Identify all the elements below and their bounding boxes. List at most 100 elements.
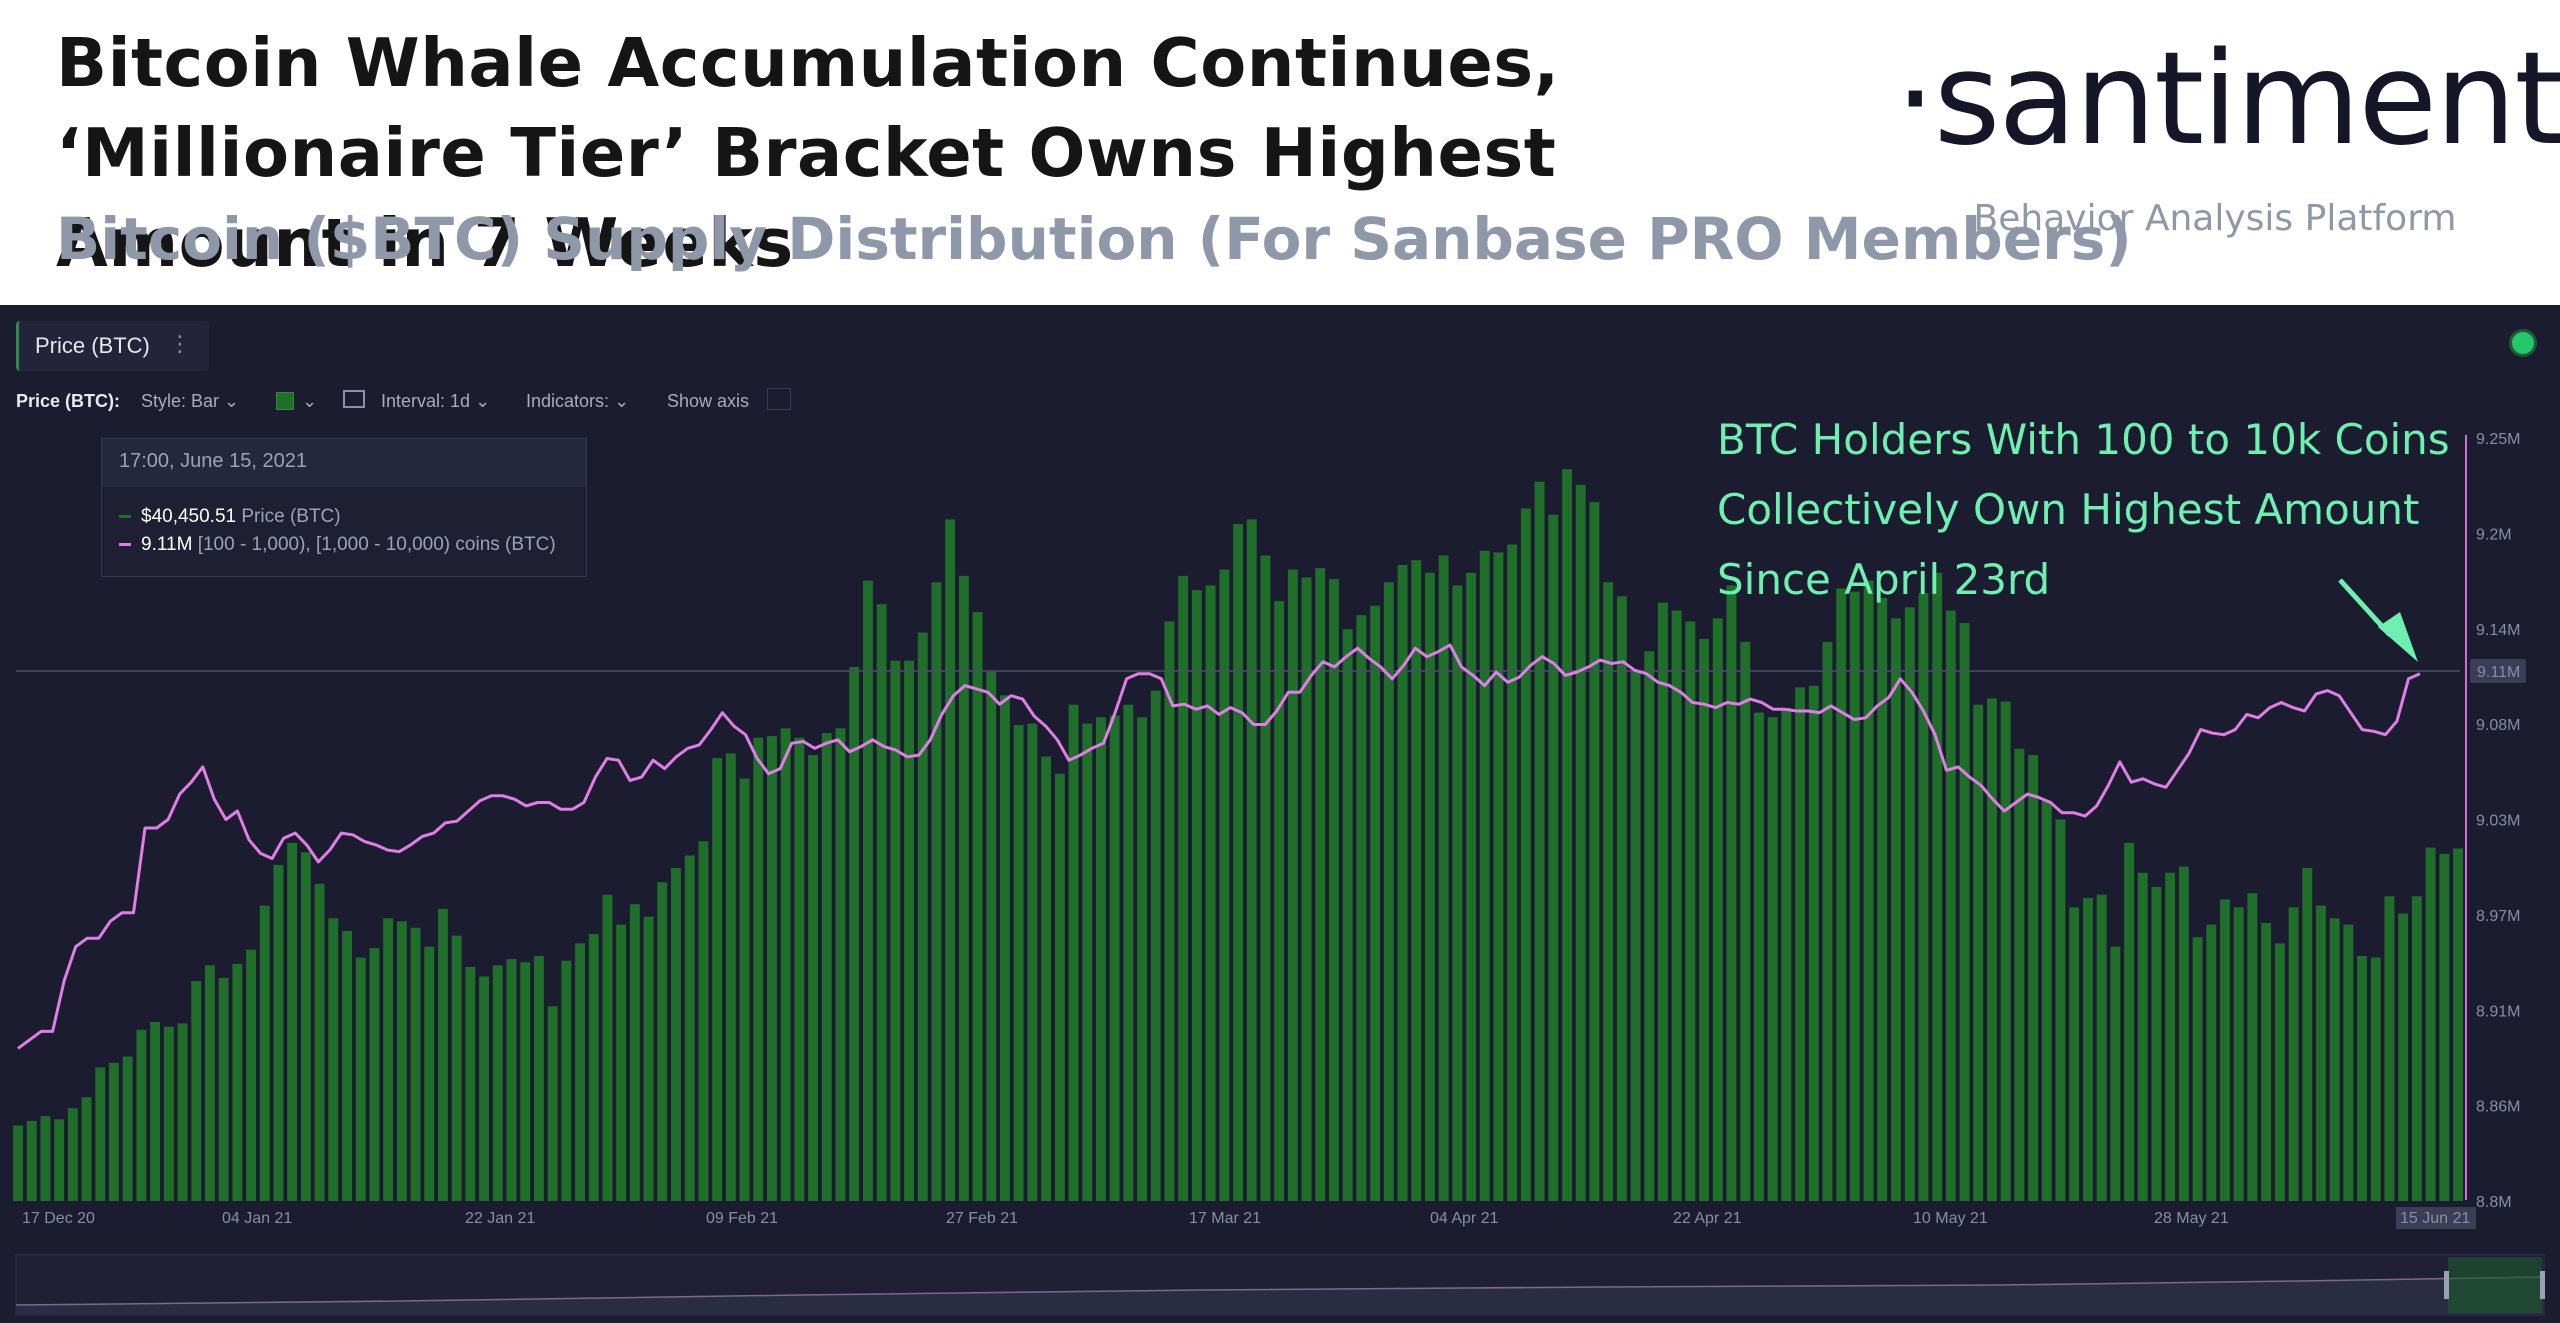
navigator-left-handle[interactable] [2444,1271,2449,1299]
price-bar [1685,621,1696,1201]
price-bar [1548,514,1559,1201]
price-bar [890,660,901,1201]
price-bar [1329,579,1339,1201]
x-tick-highlight [2396,1207,2476,1229]
page-title: Bitcoin Whale Accumulation Continues, ‘M… [56,24,1560,282]
y-axis-ticks: 9.25M 9.2M 9.14M 9.08M 9.03M 8.97M 8.91M 8.86M 8… [2476,431,2520,1211]
price-bar [1027,723,1038,1201]
price-bar [1260,555,1271,1201]
x-tick-label: 22 Apr 21 [1673,1210,1742,1227]
y-tick-label: 9.03M [2476,813,2520,830]
interval-dropdown[interactable]: Interval: 1d ⌄ [381,391,490,412]
price-bar [1754,712,1764,1201]
price-bar [1425,572,1435,1201]
price-bar [1767,717,1778,1201]
price-bar [383,918,394,1201]
price-bar [1287,569,1298,1201]
price-bar [1658,602,1668,1201]
price-bar [1671,610,1682,1201]
price-bar [465,967,476,1201]
price-bar [2343,924,2354,1201]
x-tick-label: 27 Feb 21 [946,1210,1018,1227]
y-tick-label: 9.25M [2476,431,2520,448]
price-bar [2274,943,2285,1201]
price-bar [1795,687,1805,1201]
tooltip-date: 17:00, June 15, 2021 [119,450,307,472]
price-bar [2384,896,2395,1201]
price-bar [1109,715,1120,1201]
price-bar [643,916,654,1201]
tooltip-price-value: $40,450.51 [141,506,237,527]
price-bars [13,469,2463,1202]
price-bar [945,519,956,1201]
price-bar [1123,704,1134,1201]
y-tick-label: 8.97M [2476,908,2520,925]
price-bar [1589,502,1600,1202]
price-bar [1411,560,1422,1201]
chevron-down-icon: ⌄ [614,391,630,411]
x-tick-label: 04 Jan 21 [222,1210,292,1227]
indicators-dropdown[interactable]: Indicators: ⌄ [526,391,629,412]
tooltip-header: 17:00, June 15, 2021 [102,439,586,487]
navigator-right-handle[interactable] [2540,1271,2545,1299]
price-bar [1164,621,1175,1201]
price-bar [588,934,599,1201]
price-bar [972,612,983,1201]
indicators-dropdown-label: Indicators: [526,391,610,411]
price-bar [1562,469,1572,1202]
price-bar [1863,580,1874,1201]
price-bar [767,736,777,1201]
price-bar [671,868,681,1201]
price-bar [451,935,462,1201]
price-bar [2000,701,2011,1201]
price-bar [1013,725,1024,1201]
price-bar [684,855,695,1201]
show-axis-toggle[interactable] [767,388,791,410]
navigator-selection[interactable] [2448,1257,2542,1313]
tab-price-btc[interactable]: Price (BTC) ⋮ [16,321,209,371]
price-bar [2137,872,2148,1201]
price-bar [54,1119,65,1201]
tooltip-price-row: $40,450.51 Price (BTC) [119,506,341,528]
price-bar [1370,605,1380,1201]
style-dropdown[interactable]: Style: Bar ⌄ [141,391,239,412]
price-bar [396,921,407,1201]
price-bar [150,1022,160,1201]
price-bar [2096,894,2107,1201]
price-bar [1274,601,1285,1201]
vertical-dots-icon[interactable]: ⋮ [169,331,191,356]
price-bar [2302,868,2313,1201]
price-bar [1205,585,1216,1201]
price-bar [2028,755,2038,1201]
price-bar [2329,918,2340,1201]
price-bar [314,883,325,1201]
current-value-badge [2470,659,2526,683]
interval-icon [343,390,365,408]
price-bar [1342,629,1353,1201]
price-legend-marker [119,515,131,519]
supply-legend-marker [119,543,131,547]
price-bar [1383,582,1394,1201]
chevron-down-icon[interactable]: ⌄ [302,391,318,411]
annotation-arrow-head [2378,612,2418,662]
supply-line [17,643,2421,1050]
price-bar [2357,956,2367,1201]
tooltip-supply-label: [100 - 1,000), [1,000 - 10,000) coins (B… [197,534,556,555]
price-bar [725,753,736,1201]
interval-dropdown-label: Interval: 1d [381,391,471,411]
price-bar [2411,896,2422,1201]
price-bar [1603,582,1614,1201]
price-bar [2165,872,2176,1201]
x-tick-label: 28 May 21 [2154,1210,2229,1227]
price-bar [561,960,572,1201]
price-bar [904,660,914,1201]
price-bar [1219,569,1230,1201]
price-bar [26,1120,37,1201]
color-swatch[interactable] [276,392,294,410]
price-bar [300,852,311,1201]
price-bar [547,1006,558,1201]
price-bar [81,1097,92,1201]
x-tick-label: 10 May 21 [1913,1210,1988,1227]
price-bar [424,946,435,1201]
price-bar [1150,690,1161,1201]
